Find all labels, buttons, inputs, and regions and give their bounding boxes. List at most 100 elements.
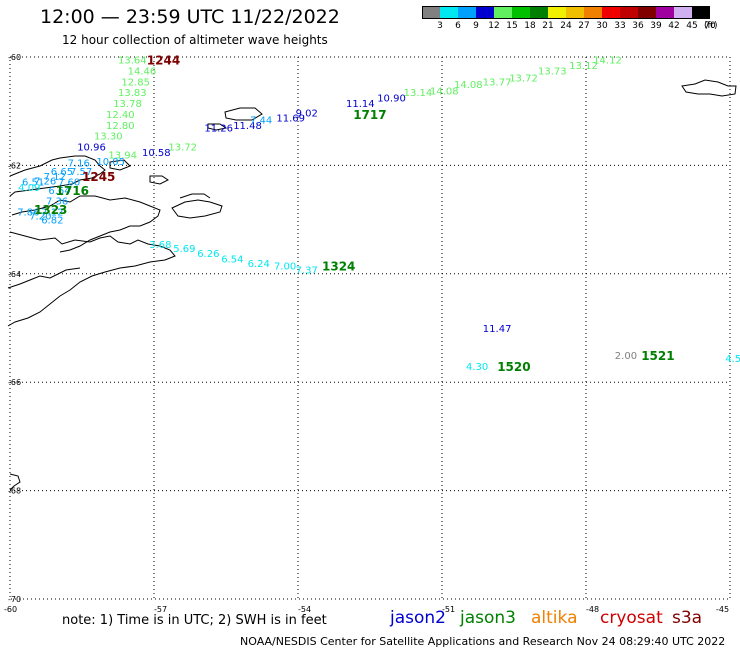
lon-tick-label: -60 — [4, 605, 17, 614]
colorbar-label: 21 — [542, 21, 554, 31]
wave-height-value: 5.69 — [173, 244, 195, 255]
wave-height-value: 10.96 — [77, 142, 106, 153]
colorbar-label: 33 — [614, 21, 626, 31]
wave-height-value: 14.12 — [593, 56, 622, 67]
lat-tick-label: -70 — [8, 595, 21, 604]
wave-height-value: 7.86 — [17, 207, 39, 218]
colorbar-swatch — [656, 6, 674, 19]
colorbar-label: 39 — [650, 21, 662, 31]
wave-height-value: 14.08 — [454, 80, 483, 91]
wave-height-value: 10.90 — [377, 94, 406, 105]
colorbar-swatch — [584, 6, 602, 19]
wave-height-value: 3.68 — [149, 240, 171, 251]
pass-time-label: 1244 — [147, 54, 180, 68]
colorbar-label: 30 — [596, 21, 608, 31]
graticule — [10, 57, 730, 599]
wave-height-value: 6.51 — [22, 178, 44, 189]
wave-height-value: 7.00 — [274, 262, 296, 273]
wave-height-points: 13.6414.4612.8513.8313.7812.4012.8013.30… — [17, 56, 740, 373]
lon-tick-label: -48 — [586, 605, 599, 614]
wave-height-value: 4.51 — [725, 354, 740, 365]
wave-height-value: 12.85 — [121, 77, 150, 88]
wave-height-value: 7.12 — [41, 207, 63, 218]
wave-height-value: 13.83 — [118, 88, 147, 99]
wave-height-value: 6.64 — [48, 186, 70, 197]
wave-height-value: 4.09 — [18, 183, 40, 194]
wave-height-value: 11.69 — [276, 114, 305, 125]
lon-tick-label: -51 — [442, 605, 455, 614]
colorbar-border — [422, 6, 710, 19]
wave-height-value: 13.14 — [404, 88, 433, 99]
wave-height-value: 7.16 — [68, 159, 90, 170]
wave-height-value: 12.80 — [106, 121, 135, 132]
colorbar-label: 12 — [488, 21, 500, 31]
wave-height-value: 14.08 — [430, 87, 459, 98]
wave-height-value: 13.78 — [113, 99, 142, 110]
colorbar-swatch — [476, 6, 494, 19]
colorbar-label: 45 — [686, 21, 698, 31]
colorbar-swatch — [692, 6, 710, 19]
wave-height-value: 13.73 — [538, 67, 567, 78]
colorbar-swatch — [422, 6, 440, 19]
wave-height-value: 4.30 — [466, 362, 488, 373]
colorbar-label: 24 — [560, 21, 572, 31]
wave-height-value: 7.20 — [29, 211, 51, 222]
pass-time-label: 1245 — [82, 170, 115, 184]
lat-tick-label: -68 — [8, 487, 21, 496]
wave-height-value: 11.47 — [483, 324, 512, 335]
wave-height-value: 7.57 — [70, 167, 92, 178]
colorbar-label: 3 — [437, 21, 443, 31]
lat-tick-label: -64 — [8, 270, 21, 279]
satellite-legend-item: jason3 — [460, 608, 516, 628]
pass-time-label: 1716 — [56, 184, 89, 198]
map-subtitle: 12 hour collection of altimeter wave hei… — [62, 33, 328, 47]
wave-height-value: 13.12 — [569, 61, 598, 72]
colorbar-label: 42 — [668, 21, 680, 31]
wave-height-value: 10.58 — [142, 148, 171, 159]
colorbar-swatch — [638, 6, 656, 19]
wave-height-value: 6.54 — [221, 255, 243, 266]
pass-time-label: 1323 — [34, 203, 67, 217]
wave-height-value: 7.12 — [44, 172, 66, 183]
pass-time-label: 1521 — [641, 349, 674, 363]
wave-height-value: 13.30 — [94, 132, 123, 143]
wave-height-value: 7.36 — [46, 197, 68, 208]
wave-height-value: 7.60 — [58, 178, 80, 189]
satellite-legend-item: altika — [531, 608, 578, 628]
wave-height-value: 7.44 — [250, 115, 272, 126]
wave-height-value: 6.24 — [248, 259, 270, 270]
lon-tick-label: -54 — [298, 605, 311, 614]
wave-height-value: 13.94 — [108, 151, 137, 162]
wave-height-value: 11.48 — [233, 121, 262, 132]
colorbar-swatch — [494, 6, 512, 19]
colorbar-swatch — [620, 6, 638, 19]
wave-height-value: 9.02 — [296, 108, 318, 119]
colorbar-unit: (ft) — [704, 21, 718, 31]
colorbar-label: 27 — [578, 21, 590, 31]
lat-tick-label: -62 — [8, 161, 21, 170]
colorbar-label: 18 — [524, 21, 536, 31]
wave-height-value: 10.05 — [96, 157, 125, 168]
colorbar-swatch — [674, 6, 692, 19]
satellite-legend-item: s3a — [672, 608, 703, 628]
colorbar-label: 6 — [455, 21, 461, 31]
lon-tick-label: -57 — [154, 605, 167, 614]
wave-height-value: 13.64 — [118, 56, 147, 67]
colorbar-label: 15 — [506, 21, 518, 31]
wave-height-value: 13.72 — [168, 142, 197, 153]
axis-labels: -60-62-64-66-68-70-60 -57 -54 -51 -48 -45 — [4, 53, 729, 614]
lat-tick-label: -66 — [8, 378, 21, 387]
pass-time-label: 1717 — [353, 108, 386, 122]
pass-time-label: 1520 — [497, 360, 530, 374]
satellite-legend-item: jason2 — [390, 608, 446, 628]
wave-height-value: 11.26 — [204, 123, 233, 134]
lat-tick-label: -60 — [8, 53, 21, 62]
colorbar-swatch — [440, 6, 458, 19]
wave-height-value: 14.46 — [128, 67, 157, 78]
colorbar-label: 9 — [473, 21, 479, 31]
wave-height-value: 12.40 — [106, 110, 135, 121]
wave-height-value: 13.77 — [483, 77, 512, 88]
